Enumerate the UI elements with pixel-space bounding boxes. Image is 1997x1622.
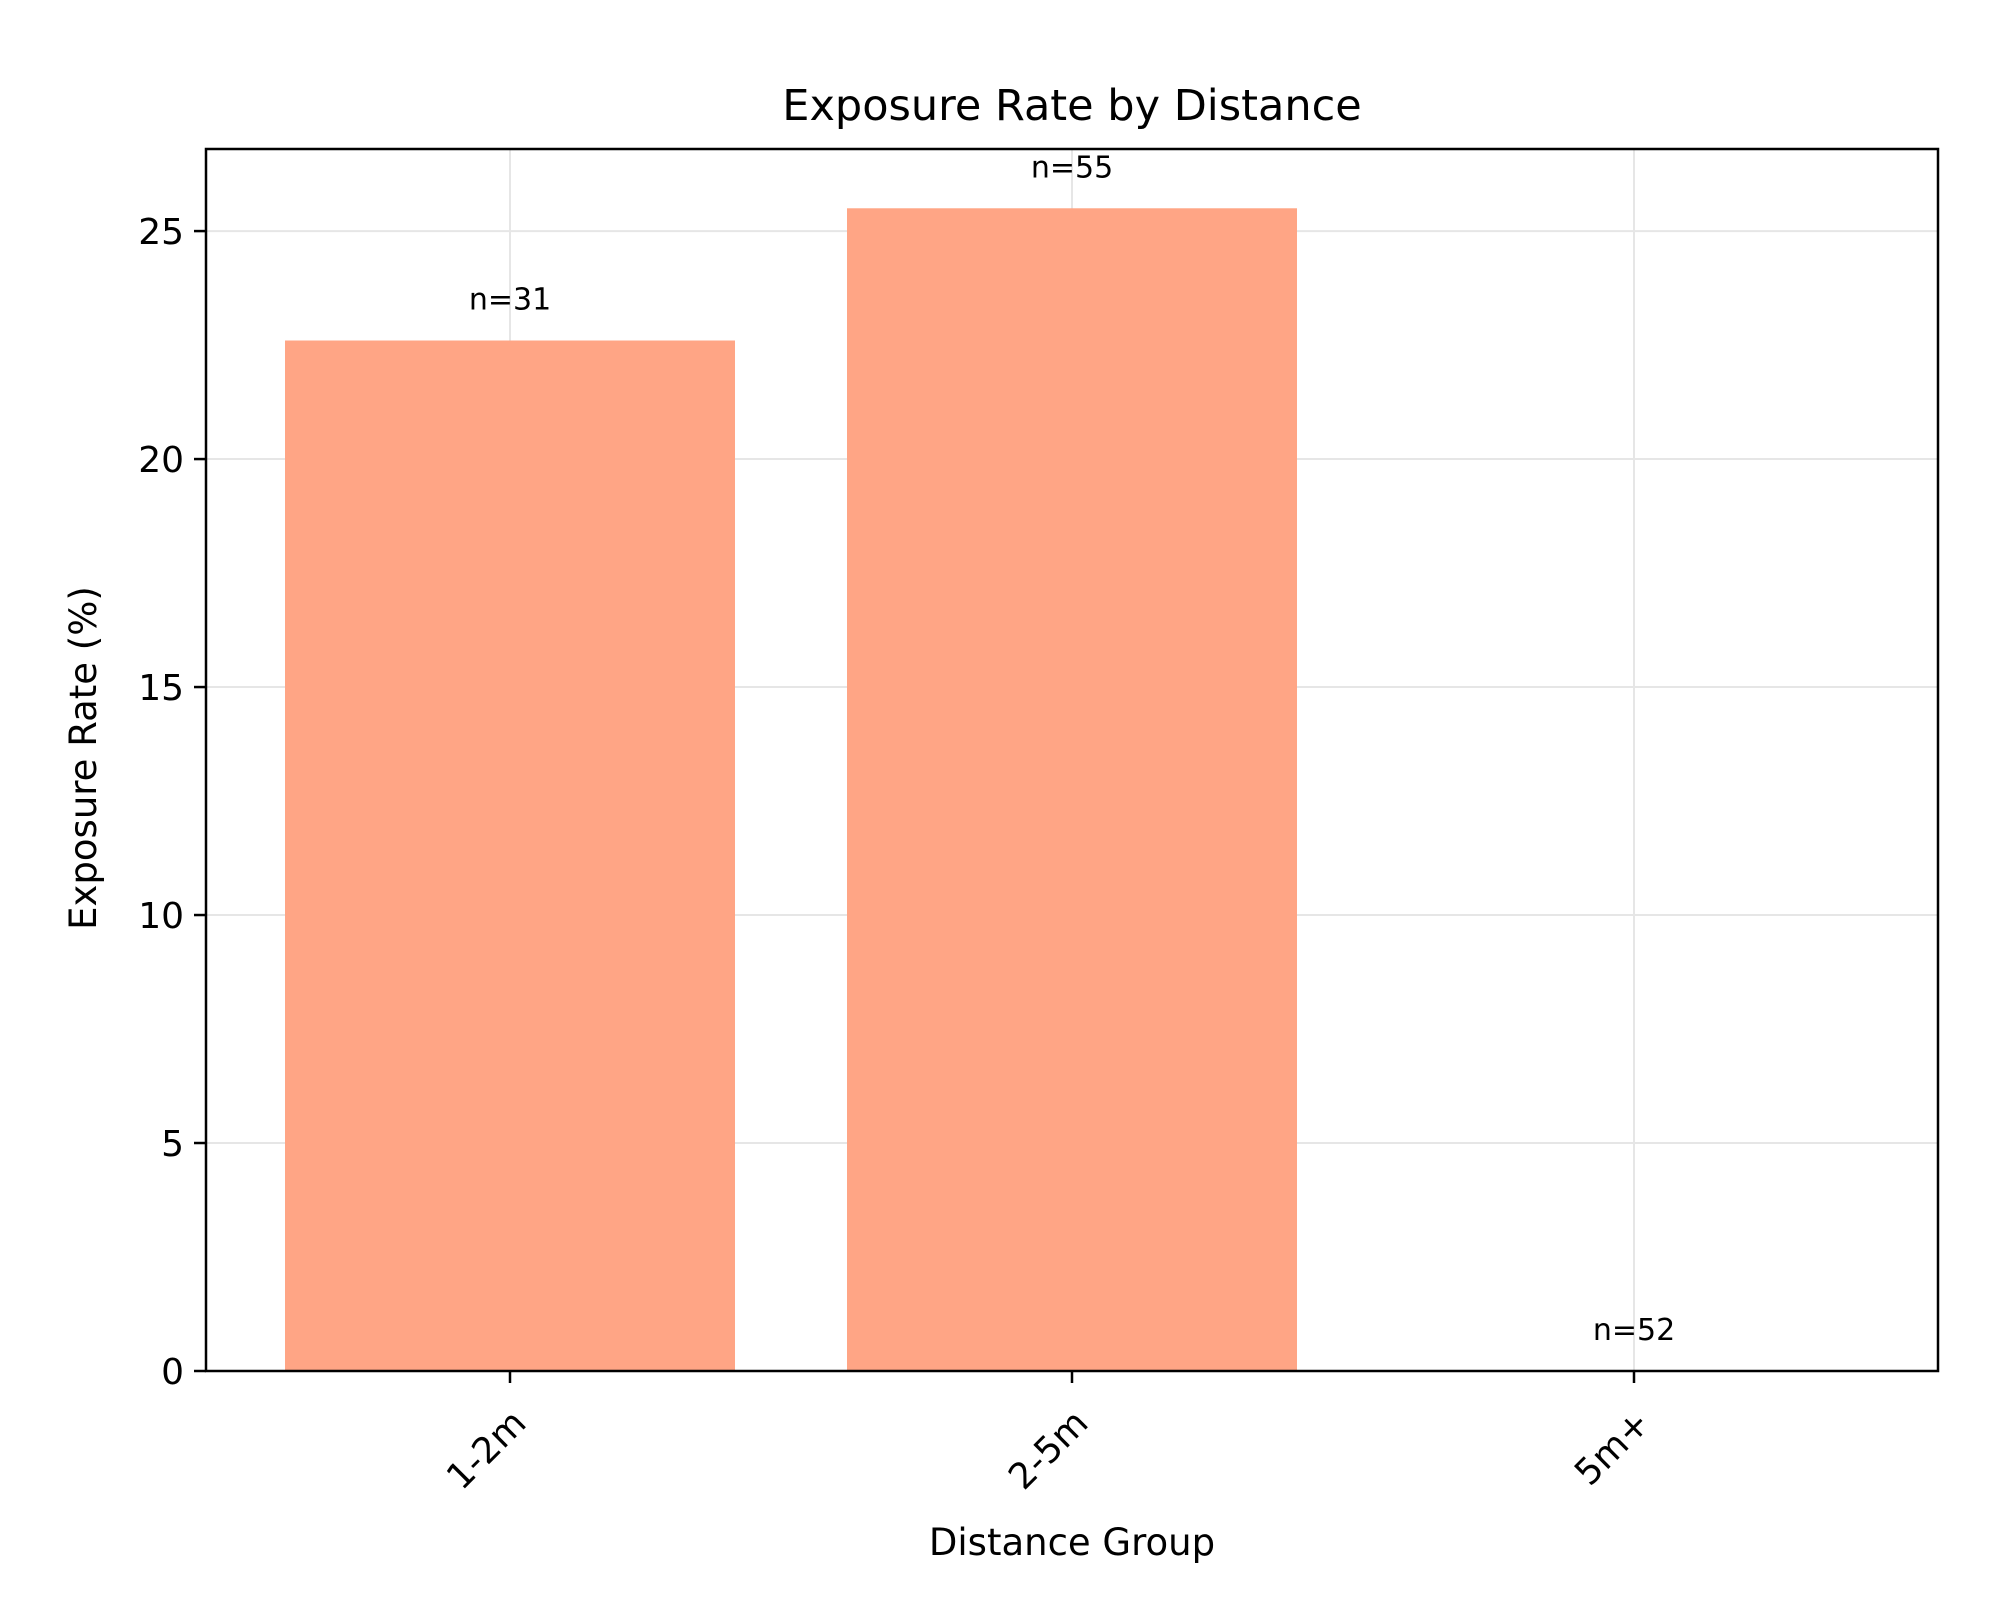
y-tick-label: 10 — [138, 896, 184, 937]
bar-label: n=52 — [1593, 1313, 1675, 1348]
bar-labels: n=31 n=55 n=52 — [469, 150, 1675, 1348]
bars — [285, 208, 1297, 1372]
y-axis-ticks: 0 5 10 15 20 25 — [138, 212, 206, 1393]
y-axis-label: Exposure Rate (%) — [62, 586, 105, 930]
y-tick-label: 5 — [161, 1124, 184, 1165]
y-tick-label: 20 — [138, 440, 184, 481]
bar-2-5m — [847, 208, 1297, 1371]
chart-title: Exposure Rate by Distance — [782, 81, 1361, 131]
y-tick-label: 0 — [161, 1352, 184, 1393]
y-tick-label: 15 — [138, 668, 184, 709]
bar-label: n=31 — [469, 283, 551, 318]
y-tick-label: 25 — [138, 212, 184, 253]
x-axis-label: Distance Group — [929, 1521, 1215, 1564]
bar-1-2m — [285, 340, 735, 1372]
bar-label: n=55 — [1031, 150, 1113, 185]
